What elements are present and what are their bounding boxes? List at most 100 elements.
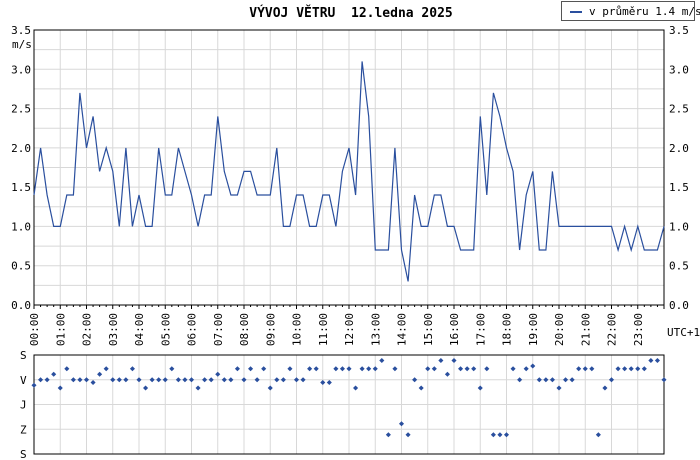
direction-point [175,377,181,383]
x-tick-label: 17:00 [474,313,487,346]
x-tick-label: 02:00 [81,313,94,346]
direction-point [398,421,405,427]
direction-point [228,377,234,383]
direction-point [116,377,122,383]
y-axis-unit: m/s [12,38,32,51]
direction-point [38,377,44,383]
direction-point [641,366,647,372]
y-tick-label: 1.0 [11,220,31,233]
x-tick-label: 07:00 [212,313,225,346]
y-tick-label-right: 2.0 [669,142,689,155]
direction-point [156,377,162,383]
direction-point [392,366,398,372]
series-line [33,61,665,282]
direction-point [293,377,300,383]
direction-point [543,377,549,383]
direction-point [517,377,523,383]
direction-point [287,366,293,372]
direction-point [530,363,536,369]
direction-point [464,366,470,372]
direction-point [248,366,254,372]
x-tick-label: 05:00 [159,313,172,346]
x-tick-label: 08:00 [238,313,251,346]
direction-point [326,379,332,386]
x-tick-label: 18:00 [501,313,514,346]
direction-point [83,377,90,383]
direction-point [333,366,339,372]
y-tick-label-right: 2.5 [669,103,689,116]
direction-point [503,432,510,438]
direction-point [523,366,529,372]
x-tick-label: 00:00 [28,313,41,346]
direction-point [366,366,372,372]
direction-point [497,432,503,438]
y-tick-label-right: 3.5 [669,24,689,37]
direction-point [307,366,313,372]
direction-point [57,385,63,391]
direction-point [110,377,116,383]
direction-point [372,366,378,372]
direction-point [123,377,129,383]
direction-point [451,357,457,364]
x-tick-label: 19:00 [527,313,540,346]
direction-point [188,377,195,383]
direction-point [241,377,247,383]
direction-point [77,377,83,383]
direction-point [169,366,175,372]
direction-point [136,377,142,383]
x-tick-label: 13:00 [369,313,382,346]
chart-title: VÝVOJ VĚTRU 12.ledna 2025 [249,5,453,21]
y-tick-label: 1.5 [11,181,31,194]
x-tick-label: 15:00 [422,313,435,346]
direction-point [418,385,424,391]
direction-point [208,377,214,383]
x-tick-label: 14:00 [396,313,409,346]
y-tick-label: 2.0 [11,142,31,155]
direction-point [51,371,57,377]
direction-label: S [20,349,27,362]
direction-point [582,366,588,372]
direction-point [615,366,621,372]
direction-point [510,366,516,372]
direction-point [70,377,76,383]
direction-point [97,371,103,377]
x-tick-label: 09:00 [264,313,277,346]
direction-point [556,385,562,391]
direction-point [549,377,555,383]
legend: v průměru 1.4 m/s [561,1,700,21]
direction-point [339,366,345,372]
direction-point [654,357,660,364]
direction-point [576,366,582,372]
direction-point [379,357,385,364]
y-tick-label: 0.5 [11,260,31,273]
direction-point [234,366,240,372]
direction-point [477,385,483,391]
direction-point [90,379,96,386]
direction-point [103,366,109,372]
direction-point [64,366,70,372]
legend-label: v průměru 1.4 m/s [589,5,700,18]
direction-point [359,366,365,372]
direction-point [471,366,477,372]
direction-point [143,385,149,391]
direction-point [444,371,450,377]
direction-point [182,377,188,383]
y-tick-label: 2.5 [11,103,31,116]
y-tick-label: 3.5 [11,24,31,37]
direction-point [602,385,608,391]
direction-point [215,371,221,377]
direction-point [648,357,654,364]
x-tick-label: 20:00 [553,313,566,346]
direction-point [195,385,201,391]
direction-point [608,377,615,383]
direction-label: S [20,448,27,460]
direction-point [300,377,306,383]
direction-point [484,366,490,372]
x-tick-label: 23:00 [632,313,645,346]
y-tick-label: 0.0 [11,299,31,312]
direction-point [261,366,267,372]
direction-point [44,377,50,383]
x-tick-label: 16:00 [448,313,461,346]
